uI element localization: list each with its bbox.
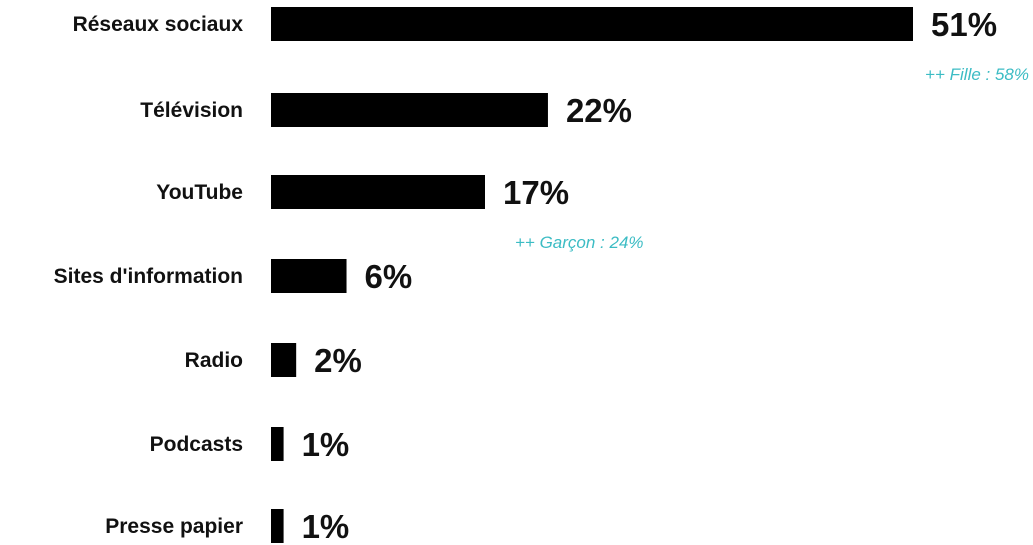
value-label-television: 22%	[566, 92, 632, 129]
value-label-podcasts: 1%	[302, 426, 350, 463]
bar-presse-papier	[271, 509, 284, 543]
category-label-radio: Radio	[185, 349, 243, 372]
value-label-presse-papier: 1%	[302, 508, 350, 545]
category-label-podcasts: Podcasts	[150, 433, 243, 456]
bar-sites-d-information	[271, 259, 347, 293]
category-label-television: Télévision	[140, 99, 243, 122]
bar-reseaux-sociaux	[271, 7, 913, 41]
annotation-youtube: ++ Garçon : 24%	[515, 233, 644, 252]
category-label-youtube: YouTube	[156, 181, 243, 204]
category-label-presse-papier: Presse papier	[105, 515, 243, 538]
bar-radio	[271, 343, 297, 377]
category-label-sites-d-information: Sites d'information	[54, 265, 243, 288]
category-label-reseaux-sociaux: Réseaux sociaux	[73, 13, 244, 36]
value-label-reseaux-sociaux: 51%	[931, 6, 997, 43]
annotation-reseaux-sociaux: ++ Fille : 58%	[925, 65, 1029, 84]
bar-podcasts	[271, 427, 284, 461]
value-label-sites-d-information: 6%	[365, 258, 413, 295]
value-label-youtube: 17%	[503, 174, 569, 211]
bar-television	[271, 93, 548, 127]
value-label-radio: 2%	[314, 342, 362, 379]
bar-youtube	[271, 175, 485, 209]
